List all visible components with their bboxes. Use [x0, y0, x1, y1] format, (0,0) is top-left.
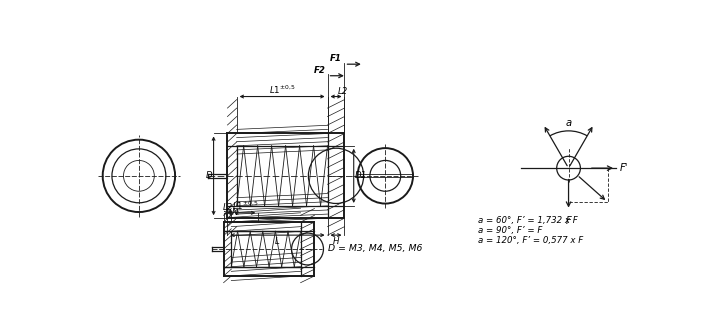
Text: D: D	[206, 171, 212, 180]
Text: a: a	[566, 118, 571, 128]
Text: F: F	[566, 216, 571, 225]
Text: D = M3, M4, M5, M6: D = M3, M4, M5, M6	[329, 245, 422, 253]
Text: a = 120°, F’ = 0,577 x F: a = 120°, F’ = 0,577 x F	[478, 236, 583, 245]
Text: D1: D1	[356, 171, 367, 180]
Text: $L1^{\pm0{,}5}$: $L1^{\pm0{,}5}$	[269, 83, 295, 96]
Text: L: L	[275, 237, 280, 246]
Text: a = 90°, F’ = F: a = 90°, F’ = F	[478, 226, 542, 235]
Text: N: N	[231, 208, 238, 216]
Text: F1: F1	[330, 54, 342, 64]
Text: $L1^{\pm0{,}5}$: $L1^{\pm0{,}5}$	[231, 200, 258, 212]
Text: F': F'	[619, 163, 628, 173]
Text: a = 60°, F’ = 1,732 x F: a = 60°, F’ = 1,732 x F	[478, 216, 577, 225]
Text: L2: L2	[222, 203, 233, 212]
Text: L2: L2	[337, 87, 348, 96]
Text: H: H	[333, 237, 340, 246]
Text: F2: F2	[313, 66, 325, 75]
